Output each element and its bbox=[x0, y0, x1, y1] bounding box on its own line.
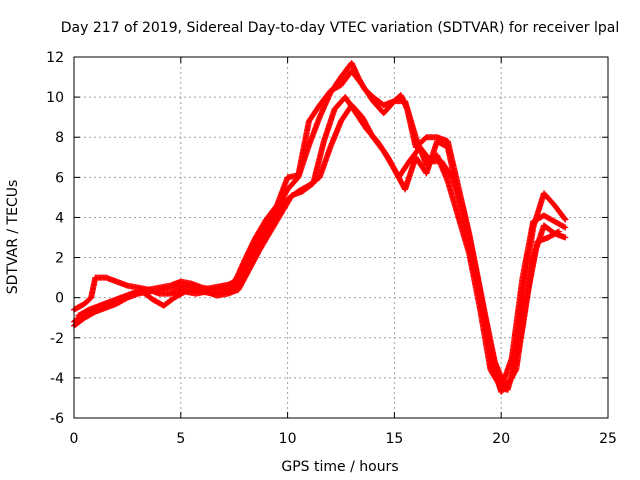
y-tick-label: 8 bbox=[55, 130, 64, 146]
x-tick-label: 20 bbox=[492, 431, 510, 447]
y-tick-label: 6 bbox=[55, 170, 64, 186]
y-tick-label: -4 bbox=[50, 371, 64, 387]
y-tick-label: 2 bbox=[55, 251, 64, 267]
data-point-isolated bbox=[562, 216, 569, 223]
y-tick-label: 0 bbox=[55, 291, 64, 307]
x-tick-label: 5 bbox=[176, 431, 185, 447]
data-point bbox=[554, 229, 561, 236]
data-point bbox=[562, 234, 569, 241]
x-tick-label: 15 bbox=[385, 431, 403, 447]
data-point bbox=[555, 228, 562, 235]
data-marks bbox=[71, 60, 569, 395]
x-tick-label: 25 bbox=[599, 431, 617, 447]
x-axis-label: GPS time / hours bbox=[281, 459, 398, 475]
tick-labels: 0 5 10 15 20 25 -6 -4 -2 0 2 4 6 8 10 12 bbox=[46, 50, 617, 447]
y-tick-label: 4 bbox=[55, 210, 64, 226]
axis-ticks bbox=[73, 56, 609, 419]
x-tick-label: 0 bbox=[70, 431, 79, 447]
y-tick-label: -2 bbox=[50, 331, 64, 347]
y-tick-label: 12 bbox=[46, 50, 64, 66]
plot-frame bbox=[73, 56, 609, 419]
y-tick-label: 10 bbox=[46, 90, 64, 106]
data-point bbox=[562, 224, 569, 231]
series-track-3 bbox=[71, 68, 569, 391]
y-axis-label: SDTVAR / TECUs bbox=[5, 180, 21, 295]
data-point bbox=[561, 223, 568, 230]
x-tick-label: 10 bbox=[279, 431, 297, 447]
y-tick-label: -6 bbox=[50, 411, 64, 427]
series-track-4 bbox=[75, 94, 562, 391]
chart-title: Day 217 of 2019, Sidereal Day-to-day VTE… bbox=[61, 20, 619, 36]
data-point bbox=[561, 215, 568, 222]
